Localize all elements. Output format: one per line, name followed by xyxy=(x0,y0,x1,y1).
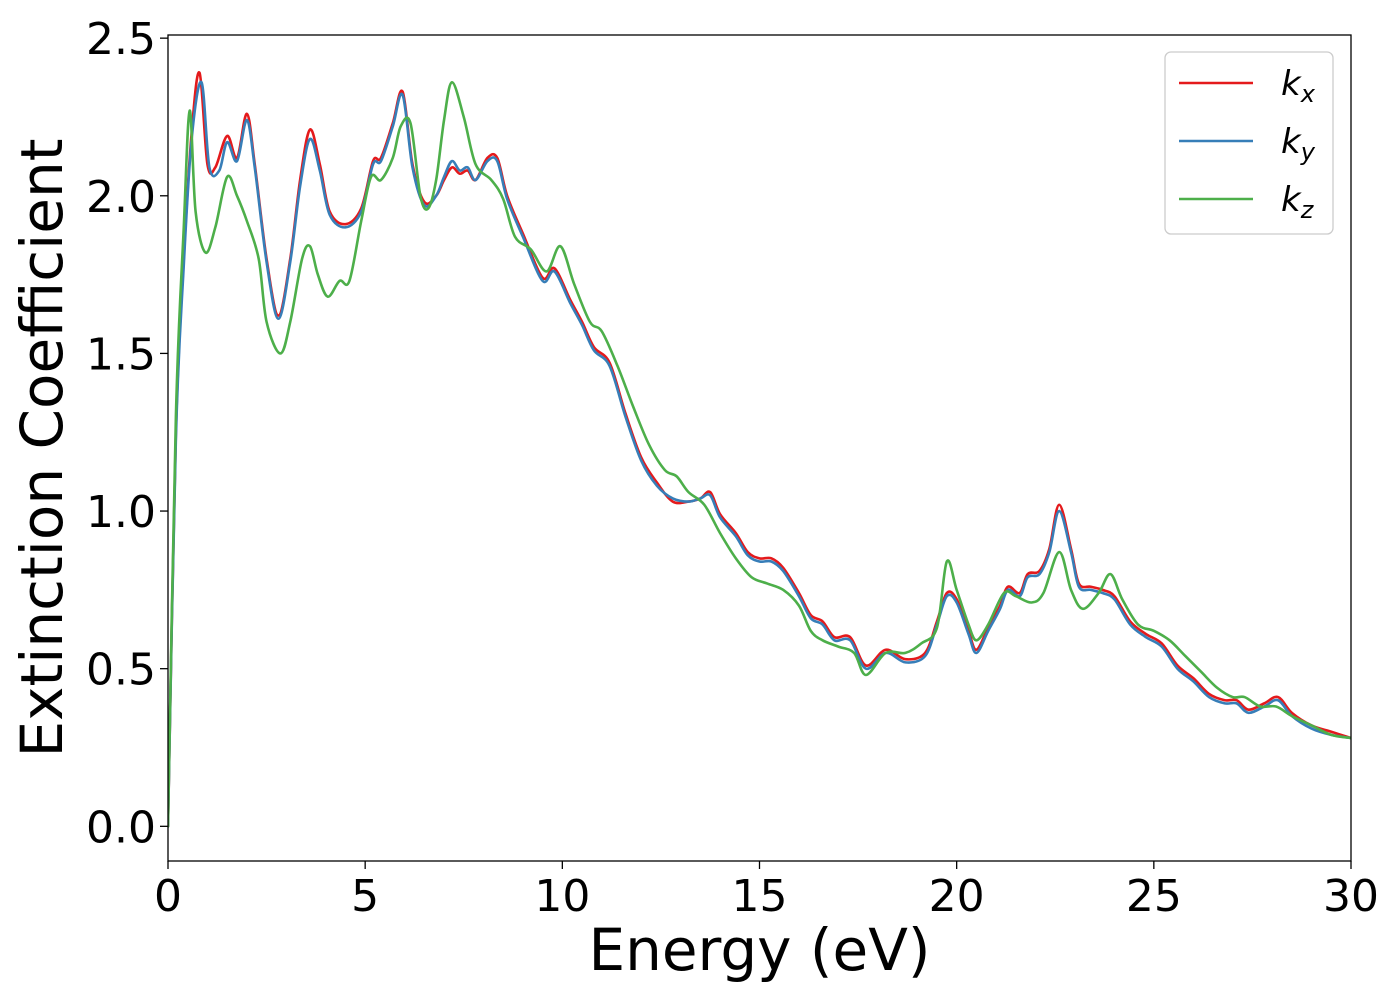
legend-label-subscript: z xyxy=(1300,196,1315,224)
x-tick-label: 20 xyxy=(929,871,985,922)
legend-label-base: k xyxy=(1281,64,1302,104)
series-layer xyxy=(168,71,1351,828)
x-tick-label: 0 xyxy=(154,871,182,922)
y-axis-label: Extinction Coefficient xyxy=(8,139,76,758)
x-tick-label: 15 xyxy=(732,871,788,922)
legend-label-base: k xyxy=(1281,180,1302,220)
legend-label-subscript: y xyxy=(1300,138,1316,166)
y-tick-label: 2.0 xyxy=(86,172,156,223)
x-axis: 0 5 10 15 20 25 30 xyxy=(154,861,1379,922)
x-tick-label: 30 xyxy=(1323,871,1379,922)
legend-label-subscript: x xyxy=(1300,80,1316,108)
legend-label-kz: kz xyxy=(1281,180,1315,224)
x-tick-label: 10 xyxy=(534,871,590,922)
series-line-ky xyxy=(168,80,1351,828)
x-axis-label: Energy (eV) xyxy=(588,916,930,984)
legend-label-ky: ky xyxy=(1281,122,1316,166)
y-tick-label: 1.0 xyxy=(86,487,156,538)
y-axis: 0.0 0.5 1.0 1.5 2.0 2.5 xyxy=(86,14,168,853)
y-tick-label: 1.5 xyxy=(86,329,156,380)
x-tick-label: 5 xyxy=(351,871,379,922)
series-line-kz xyxy=(168,80,1351,828)
x-tick-label: 25 xyxy=(1126,871,1182,922)
legend-label-kx: kx xyxy=(1281,64,1316,108)
legend-label-base: k xyxy=(1281,122,1302,162)
y-tick-label: 2.5 xyxy=(86,14,156,65)
legend-frame xyxy=(1164,51,1334,235)
y-tick-label: 0.5 xyxy=(86,645,156,696)
y-tick-label: 0.0 xyxy=(86,802,156,853)
